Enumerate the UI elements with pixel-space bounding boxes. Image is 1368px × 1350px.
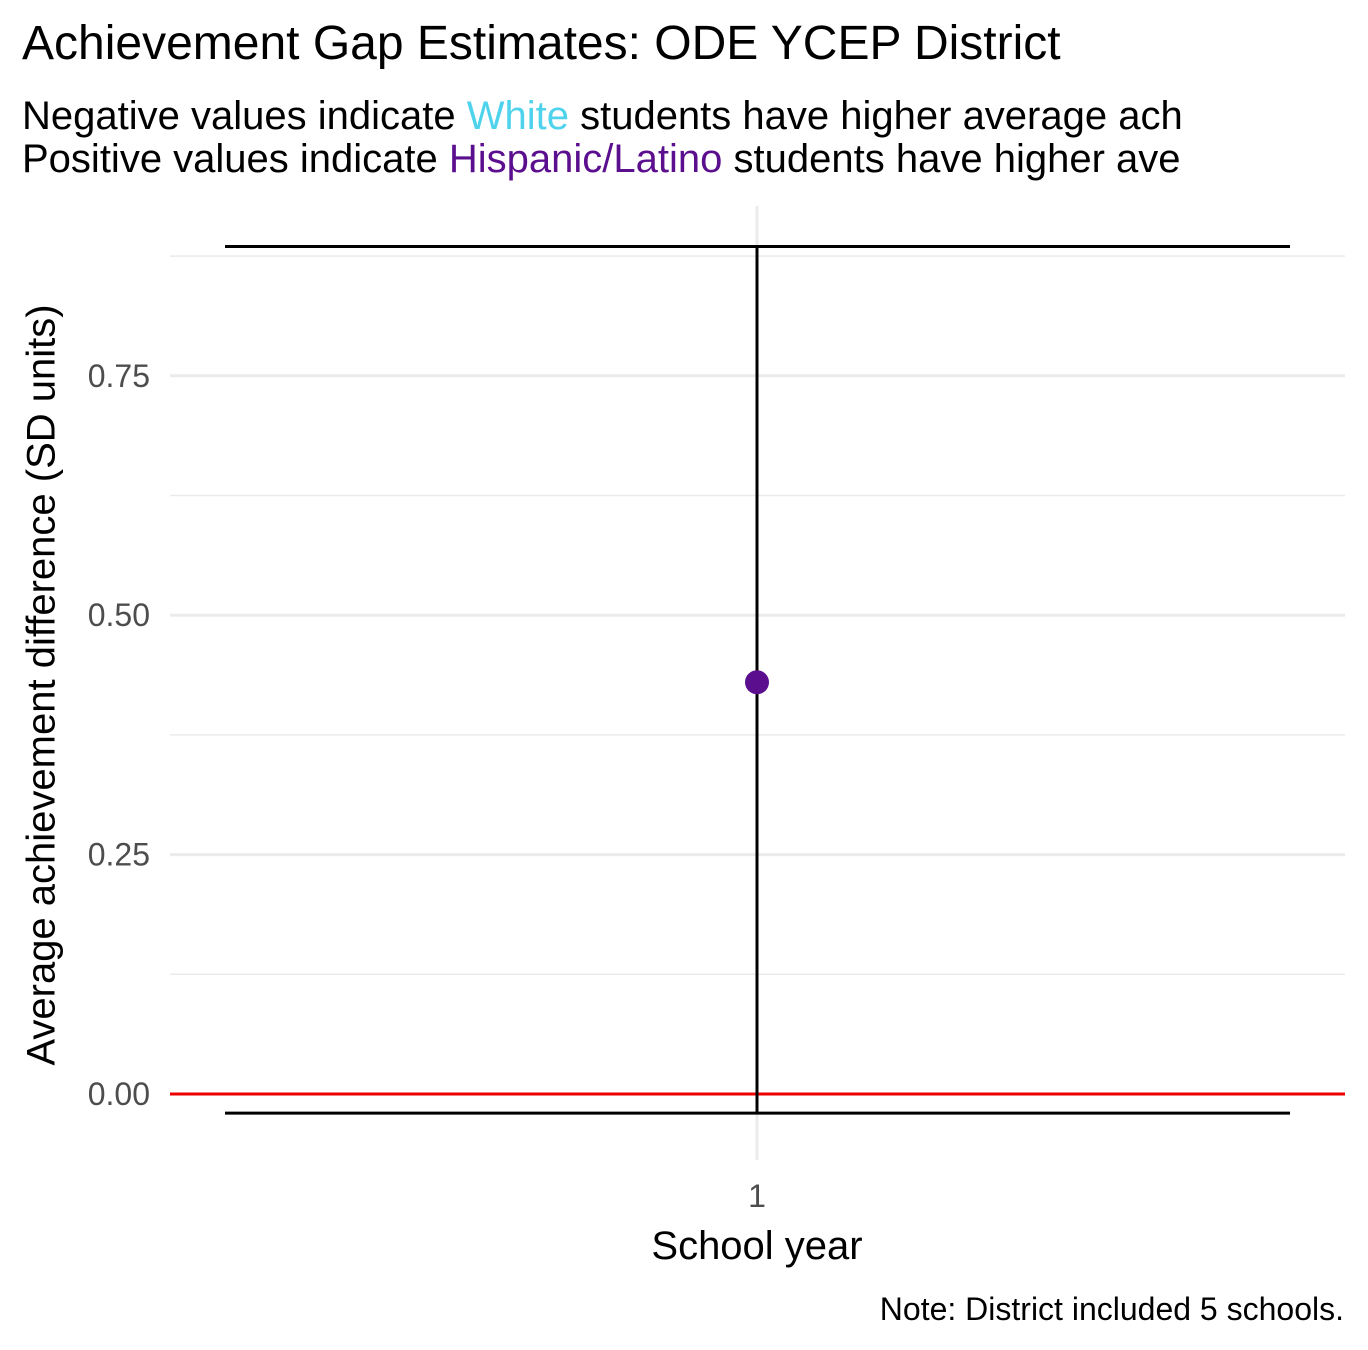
subtitle-prefix: Negative values indicate	[22, 94, 467, 138]
x-tick-label: 1	[748, 1178, 766, 1214]
chart-title: Achievement Gap Estimates: ODE YCEP Dist…	[22, 17, 1061, 70]
subtitle-line-positive: Positive values indicate Hispanic/Latino…	[22, 137, 1181, 181]
subtitle-line-negative: Negative values indicate White students …	[22, 94, 1183, 138]
subtitle-suffix: students have higher average ach	[568, 94, 1183, 138]
y-tick-label: 0.00	[88, 1076, 150, 1112]
subtitle-highlight-white: White	[466, 94, 569, 138]
subtitle-highlight-hispanic-latino: Hispanic/Latino	[448, 137, 723, 181]
y-tick-label: 0.75	[88, 358, 150, 394]
subtitle-suffix: students have higher ave	[722, 137, 1181, 181]
subtitle-prefix: Positive values indicate	[22, 137, 449, 181]
estimate-point	[745, 670, 769, 695]
y-tick-label: 0.50	[88, 597, 150, 633]
x-axis-label: School year	[651, 1224, 863, 1268]
y-tick-label: 0.25	[88, 837, 150, 873]
caption-note: Note: District included 5 schools.	[879, 1291, 1344, 1327]
y-axis-label: Average achievement difference (SD units…	[19, 304, 64, 1066]
